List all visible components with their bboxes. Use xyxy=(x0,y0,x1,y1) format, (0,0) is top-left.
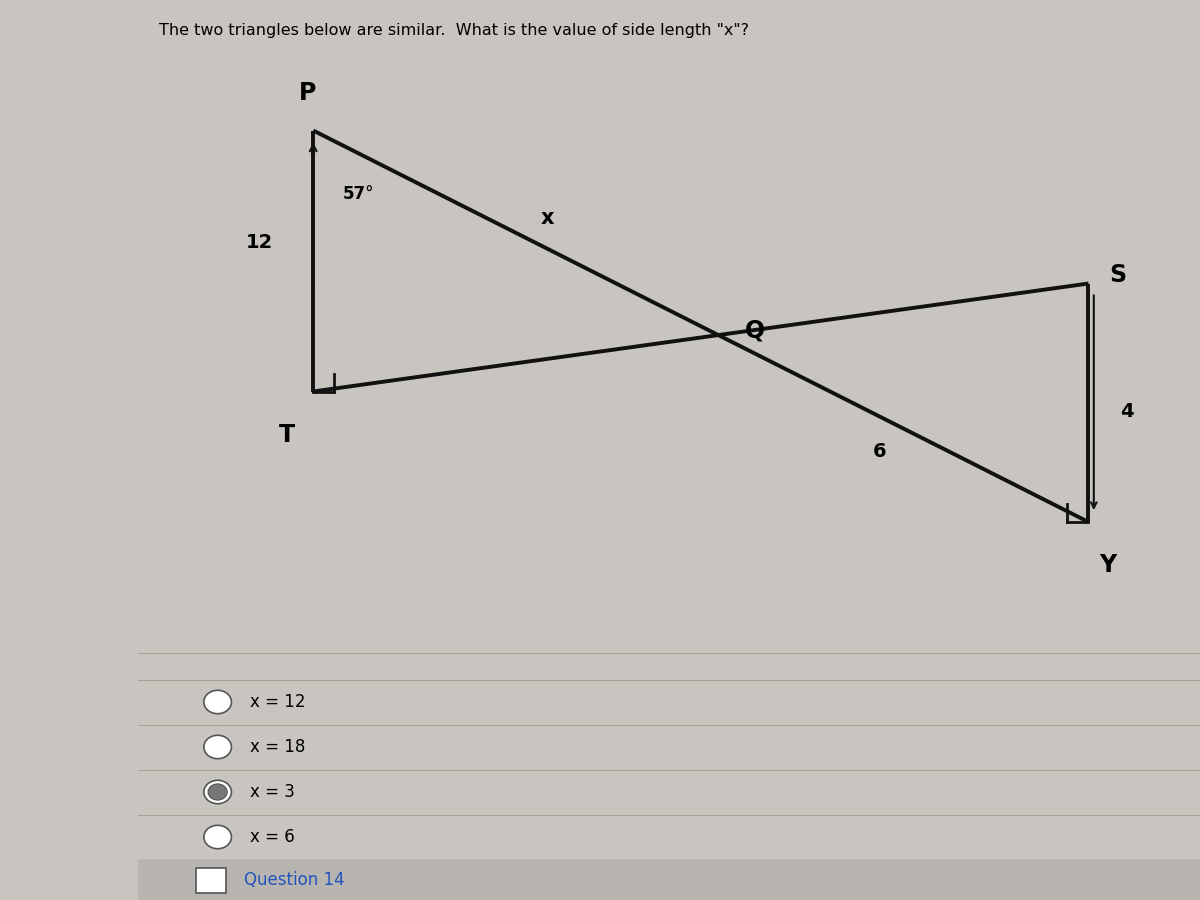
Text: x = 12: x = 12 xyxy=(250,693,305,711)
Circle shape xyxy=(208,784,227,800)
Text: 6: 6 xyxy=(872,442,887,461)
Bar xyxy=(197,868,226,893)
Bar xyxy=(138,860,1200,900)
Circle shape xyxy=(204,690,232,714)
Text: T: T xyxy=(278,423,295,447)
Text: 4: 4 xyxy=(1121,402,1134,421)
Text: The two triangles below are similar.  What is the value of side length "x"?: The two triangles below are similar. Wha… xyxy=(160,22,749,38)
Text: Y: Y xyxy=(1099,554,1116,578)
Circle shape xyxy=(204,735,232,759)
Text: P: P xyxy=(299,81,317,105)
Text: x = 3: x = 3 xyxy=(250,783,294,801)
Text: x: x xyxy=(541,208,554,228)
Text: x = 18: x = 18 xyxy=(250,738,305,756)
Circle shape xyxy=(204,825,232,849)
Circle shape xyxy=(204,780,232,804)
Text: S: S xyxy=(1110,263,1127,286)
Text: Q: Q xyxy=(745,319,764,343)
Text: x = 6: x = 6 xyxy=(250,828,294,846)
Text: 57°: 57° xyxy=(343,184,374,202)
Text: 12: 12 xyxy=(246,233,272,253)
Text: Question 14: Question 14 xyxy=(245,871,344,889)
